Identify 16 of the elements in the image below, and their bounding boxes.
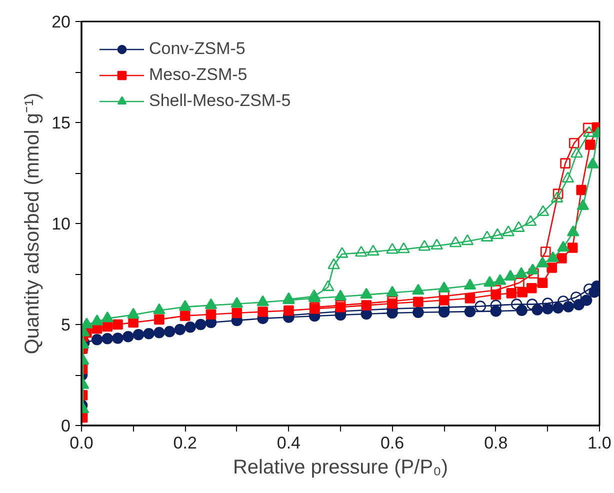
legend-label: Shell-Meso-ZSM-5 (149, 91, 291, 111)
y-tick-label: 20 (52, 12, 71, 32)
y-tick-label: 0 (61, 416, 71, 436)
x-tick-label: 0.2 (173, 434, 197, 452)
x-tick-label: 0.6 (380, 434, 404, 452)
y-tick-label: 10 (52, 214, 71, 234)
legend-label: Meso-ZSM-5 (149, 65, 248, 85)
x-tick-label: 0.4 (276, 434, 301, 452)
x-tick-label: 0.0 (70, 434, 94, 452)
legend-label: Conv-ZSM-5 (149, 39, 246, 59)
x-tick-label: 1.0 (588, 434, 612, 452)
y-tick-label: 5 (61, 316, 71, 334)
x-axis-title: Relative pressure (P/P₀) (232, 456, 448, 478)
y-axis-title: Quantity adsorbed (mmol g⁻¹) (22, 92, 44, 354)
y-tick-label: 15 (52, 114, 71, 132)
x-tick-label: 0.8 (484, 434, 508, 452)
